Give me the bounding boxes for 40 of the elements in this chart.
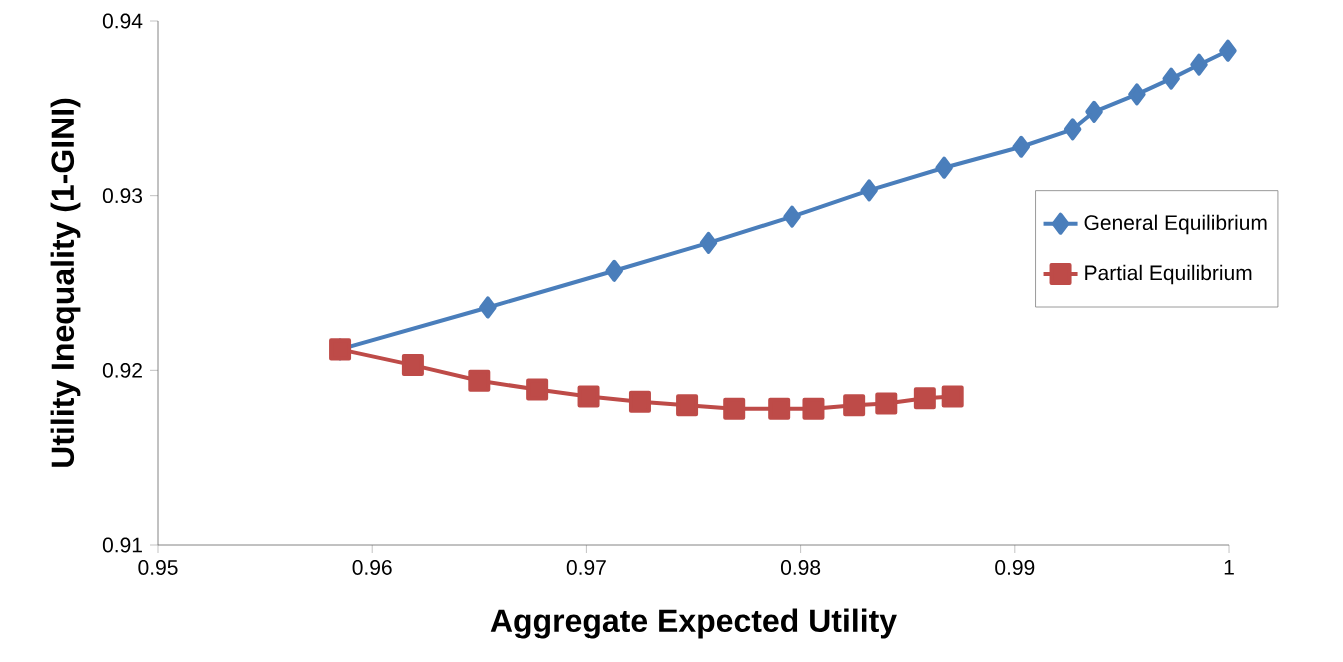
point <box>843 394 866 417</box>
y-tick-label: 0.94 <box>102 13 143 29</box>
y-tick-label: 0.93 <box>102 188 143 204</box>
legend-label: General Equilibrium <box>1084 214 1267 235</box>
point <box>577 385 600 408</box>
point <box>628 390 651 413</box>
point <box>605 259 623 282</box>
point <box>1012 135 1030 158</box>
point <box>802 397 825 420</box>
point <box>768 397 791 420</box>
x-tick-label: 1 <box>1224 560 1234 575</box>
point <box>1190 53 1208 76</box>
point <box>860 179 878 202</box>
point <box>783 205 801 228</box>
point <box>935 156 953 179</box>
x-tick-label: 0.96 <box>352 560 392 575</box>
y-tick-label: 0.91 <box>102 537 142 553</box>
point <box>699 231 718 254</box>
point <box>941 385 964 408</box>
point <box>401 354 424 377</box>
point <box>723 397 746 420</box>
point <box>526 378 549 401</box>
x-tick-label: 0.98 <box>780 560 821 575</box>
x-axis-title: Aggregate Expected Utility <box>490 608 897 639</box>
y-axis-title: Utility Inequality (1-GINI) <box>50 98 81 467</box>
x-tick-label: 0.99 <box>995 560 1035 575</box>
point <box>479 296 497 319</box>
x-tick-label: 0.95 <box>138 560 178 575</box>
point <box>875 392 898 415</box>
point <box>468 369 491 392</box>
point <box>1085 100 1103 123</box>
legend-label: Partial Equilibrium <box>1085 264 1252 285</box>
y-tick-label: 0.92 <box>102 362 142 378</box>
point <box>676 394 699 417</box>
point <box>1063 118 1082 141</box>
point <box>1162 67 1180 90</box>
point <box>913 387 936 410</box>
x-tick-label: 0.97 <box>566 560 606 575</box>
point <box>1219 39 1237 62</box>
point <box>1128 83 1146 106</box>
